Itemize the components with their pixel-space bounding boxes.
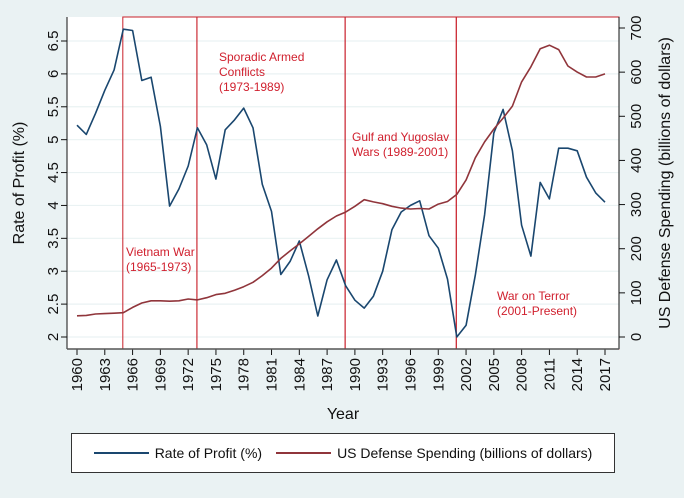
- y-right-tick-label: 300: [628, 192, 645, 217]
- y-axis-right-title: US Defense Spending (billions of dollars…: [657, 37, 674, 329]
- y-right-tick-label: 600: [628, 60, 645, 85]
- y-axis-left-title: Rate of Profit (%): [11, 122, 28, 245]
- x-tick-label: 1966: [125, 358, 142, 391]
- y-right-tick-label: 400: [628, 148, 645, 173]
- x-tick-label: 1996: [402, 358, 419, 391]
- x-tick-label: 2014: [569, 358, 586, 391]
- x-tick-label: 1984: [291, 358, 308, 391]
- period-frames: Vietnam War(1965-1973) Sporadic ArmedConf…: [122, 16, 620, 350]
- legend: Rate of Profit (%) US Defense Spending (…: [71, 433, 615, 473]
- x-tick-label: 1987: [319, 358, 336, 391]
- legend-label-defense: US Defense Spending (billions of dollars…: [337, 445, 593, 461]
- period-annotation: (1973-1989): [219, 80, 284, 94]
- y-right-tick-label: 700: [628, 15, 645, 40]
- y-left-tick-label: 3: [45, 267, 62, 275]
- y-left-tick-label: 4.5: [45, 162, 62, 183]
- x-tick-label: 1978: [236, 358, 253, 391]
- legend-item-profit: Rate of Profit (%): [93, 445, 263, 461]
- x-tick-label: 1963: [97, 358, 114, 391]
- period-annotation: Vietnam War: [126, 245, 195, 259]
- x-tick-label: 1990: [347, 358, 364, 391]
- period-annotation: War on Terror: [497, 289, 570, 303]
- x-tick-label: 2008: [514, 358, 531, 391]
- x-tick-label: 1972: [180, 358, 197, 391]
- defense-spending-line: [76, 44, 606, 317]
- series-lines: [76, 28, 606, 338]
- y-right-tick-label: 100: [628, 280, 645, 305]
- y-right-tick-label: 0: [628, 333, 645, 341]
- period-annotation: Conflicts: [219, 65, 265, 79]
- x-tick-label: 1960: [69, 358, 86, 391]
- x-tick-label: 1969: [152, 358, 169, 391]
- x-axis-title: Year: [327, 406, 360, 423]
- period-annotation: Wars (1989-2001): [352, 145, 448, 159]
- y-left-tick-label: 5.5: [45, 96, 62, 117]
- x-tick-label: 2005: [486, 358, 503, 391]
- y-left-tick-label: 3.5: [45, 228, 62, 249]
- x-tick-label: 1981: [264, 358, 281, 391]
- rate-of-profit-line: [76, 28, 606, 338]
- axes: 2 2.5 3 3.5 4 4.5 5 5.5 6 6.5 0 100 200 300 400 500 600 7…: [45, 15, 645, 391]
- y-left-tick-label: 6.5: [45, 31, 62, 52]
- period-annotation: (2001-Present): [497, 304, 577, 318]
- period-annotation: Sporadic Armed: [219, 50, 304, 64]
- x-tick-label: 2011: [541, 358, 558, 390]
- y-left-tick-label: 6: [45, 70, 62, 78]
- x-tick-label: 2017: [597, 358, 614, 391]
- x-tick-label: 1993: [375, 358, 392, 391]
- gridlines: [67, 40, 619, 338]
- y-left-tick-label: 4: [45, 201, 62, 209]
- y-right-tick-label: 500: [628, 104, 645, 129]
- y-left-tick-label: 2: [45, 333, 62, 341]
- y-left-tick-label: 5: [45, 135, 62, 143]
- y-left-tick-label: 2.5: [45, 294, 62, 315]
- period-annotation: (1965-1973): [126, 260, 191, 274]
- x-tick-label: 1999: [430, 358, 447, 391]
- period-annotation: Gulf and Yugoslav: [352, 130, 449, 144]
- legend-label-profit: Rate of Profit (%): [154, 445, 263, 461]
- legend-swatch-defense: [276, 452, 332, 454]
- x-tick-label: 2002: [458, 358, 475, 391]
- legend-item-defense: US Defense Spending (billions of dollars…: [276, 445, 592, 461]
- legend-swatch-profit: [93, 452, 149, 454]
- y-right-tick-label: 200: [628, 236, 645, 261]
- x-tick-label: 1975: [208, 358, 225, 391]
